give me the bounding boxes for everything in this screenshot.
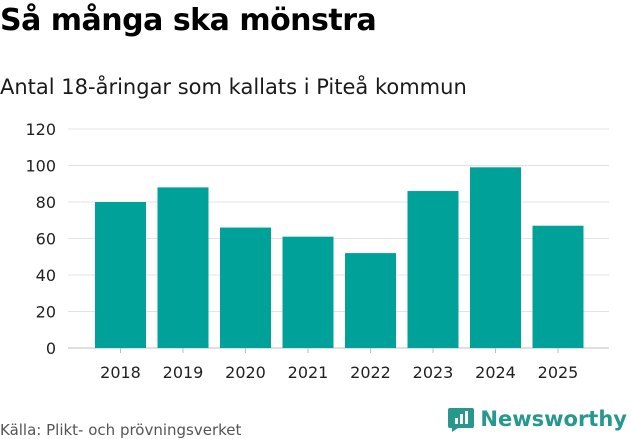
y-tick-label: 0 [46,339,56,358]
x-tick-label: 2020 [225,363,266,382]
bar-2023[interactable] [407,191,459,348]
y-tick-label: 100 [25,157,56,176]
x-tick-label: 2019 [163,363,204,382]
x-tick-label: 2024 [475,363,516,382]
y-axis-labels: 0 20 40 60 80 100 120 [25,120,56,358]
y-tick-label: 60 [36,230,56,249]
x-tick-label: 2023 [413,363,454,382]
x-axis-labels: 2018 2019 2020 2021 2022 2023 2024 2025 [100,348,578,382]
x-tick-label: 2021 [288,363,329,382]
bar-2024[interactable] [470,167,521,348]
y-tick-label: 20 [36,303,56,322]
brand-logo[interactable]: Newsworthy [448,406,627,432]
source-note: Källa: Plikt- och prövningsverket [0,421,242,439]
y-tick-label: 80 [36,193,56,212]
bar-2019[interactable] [157,187,209,348]
bar-chart-speech-icon [448,408,475,432]
chart-title: Så många ska mönstra [0,3,377,38]
bar-2020[interactable] [220,227,271,348]
x-tick-label: 2018 [100,363,141,382]
chart-subtitle: Antal 18-åringar som kallats i Piteå kom… [0,75,467,99]
brand-name: Newsworthy [480,407,627,431]
y-tick-label: 120 [25,120,56,139]
bar-chart: 0 20 40 60 80 100 120 2018 2019 2020 2021 2022 2023… [25,120,609,382]
bar-2022[interactable] [345,253,396,348]
x-tick-label: 2025 [538,363,579,382]
bar-2025[interactable] [532,225,584,348]
bar-2021[interactable] [282,236,334,348]
bars [95,167,584,348]
gridlines [68,128,609,349]
bar-2018[interactable] [95,202,146,348]
x-tick-label: 2022 [350,363,391,382]
y-tick-label: 40 [36,266,56,285]
